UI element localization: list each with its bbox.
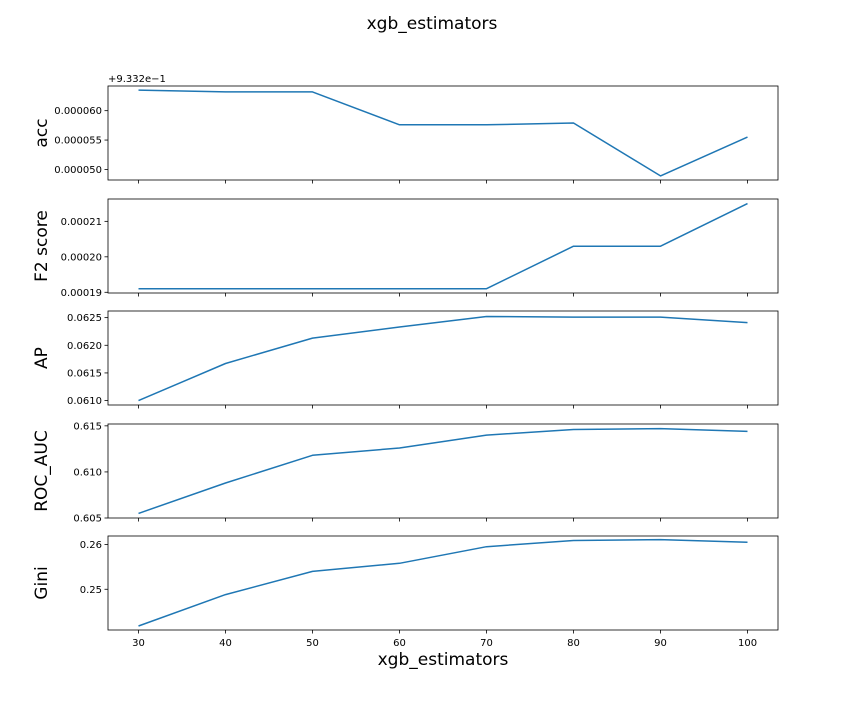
y-tick-label: 0.615 <box>73 421 102 432</box>
data-point <box>659 538 661 540</box>
data-point <box>311 91 313 93</box>
series-line <box>138 538 748 627</box>
data-point <box>224 482 226 484</box>
y-tick-label: 0.00019 <box>61 288 102 299</box>
axes-frame <box>107 85 779 181</box>
data-point <box>746 541 748 543</box>
data-point <box>572 245 574 247</box>
data-point <box>137 625 139 627</box>
axes-frame <box>107 423 779 519</box>
data-point <box>746 430 748 432</box>
data-point <box>746 136 748 138</box>
x-tick-label: 80 <box>567 638 580 649</box>
data-point <box>485 124 487 126</box>
x-tick-label: 40 <box>219 638 232 649</box>
series-line <box>138 427 748 515</box>
data-point <box>659 245 661 247</box>
data-point <box>746 321 748 323</box>
series-line <box>138 202 748 290</box>
data-point <box>311 570 313 572</box>
axes-frame <box>107 310 779 406</box>
data-point <box>398 447 400 449</box>
x-tick-label: 100 <box>738 638 757 649</box>
data-point <box>572 316 574 318</box>
series-line <box>138 89 748 177</box>
x-tick-label: 60 <box>393 638 406 649</box>
y-axis-label: AP <box>32 347 52 369</box>
data-point <box>311 288 313 290</box>
y-tick-label: 0.000055 <box>54 136 102 147</box>
data-point <box>485 434 487 436</box>
data-point <box>746 202 748 204</box>
y-tick-label: 0.26 <box>80 540 102 551</box>
y-tick-label: 0.0625 <box>67 313 102 324</box>
y-tick-label: 0.605 <box>73 514 102 525</box>
data-point <box>311 454 313 456</box>
data-point <box>398 326 400 328</box>
y-tick-label: 0.000050 <box>54 165 102 176</box>
data-point <box>659 427 661 429</box>
y-axis-label: F2 score <box>32 210 52 282</box>
y-tick-label: 0.0615 <box>67 368 102 379</box>
y-tick-label: 0.00020 <box>61 252 102 263</box>
data-point <box>137 89 139 91</box>
subplot-3: 0.0610 0.0615 0.0620 0.0625 AP <box>32 310 779 409</box>
y-tick-label: 0.0620 <box>67 341 102 352</box>
y-tick-label: 0.00021 <box>61 217 102 228</box>
x-tick-label: 30 <box>132 638 145 649</box>
x-axis-label: xgb_estimators <box>378 650 509 670</box>
data-point <box>137 399 139 401</box>
x-tick-label: 50 <box>306 638 319 649</box>
y-offset-label: +9.332e−1 <box>108 74 166 85</box>
data-point <box>311 337 313 339</box>
y-axis-label: Gini <box>32 566 52 599</box>
y-axis-label: acc <box>32 118 52 147</box>
series-line <box>138 315 748 402</box>
data-point <box>398 288 400 290</box>
data-point <box>224 91 226 93</box>
y-tick-label: 0.000060 <box>54 106 102 117</box>
data-point <box>398 124 400 126</box>
x-tick-label: 90 <box>654 638 667 649</box>
y-axis-label: ROC_AUC <box>32 430 52 512</box>
data-point <box>137 512 139 514</box>
subplot-4: 0.605 0.610 0.615 ROC_AUC <box>32 421 779 525</box>
data-point <box>659 316 661 318</box>
data-point <box>485 315 487 317</box>
axes-frame <box>107 535 779 631</box>
subplot-2: 0.00019 0.00020 0.00021 F2 score <box>32 198 779 299</box>
data-point <box>224 593 226 595</box>
figure-title: xgb_estimators <box>367 14 498 34</box>
data-point <box>572 428 574 430</box>
axes-frame <box>107 198 779 294</box>
y-tick-label: 0.610 <box>73 467 102 478</box>
data-point <box>485 288 487 290</box>
x-tick-label: 70 <box>480 638 493 649</box>
data-point <box>224 362 226 364</box>
data-point <box>572 122 574 124</box>
data-point <box>659 175 661 177</box>
data-point <box>137 288 139 290</box>
y-tick-label: 0.0610 <box>67 396 102 407</box>
subplot-5: 0.25 0.26 30 40 50 60 70 80 90 100 Gini <box>32 535 779 649</box>
data-point <box>485 546 487 548</box>
subplot-1: 0.000050 0.000055 0.000060 +9.332e−1 acc <box>32 74 779 184</box>
y-tick-label: 0.25 <box>80 585 102 596</box>
data-point <box>572 539 574 541</box>
subplot-stack: 0.0000500.0000550.000060+9.332e−1acc0.00… <box>32 74 779 649</box>
data-point <box>224 288 226 290</box>
data-point <box>398 562 400 564</box>
